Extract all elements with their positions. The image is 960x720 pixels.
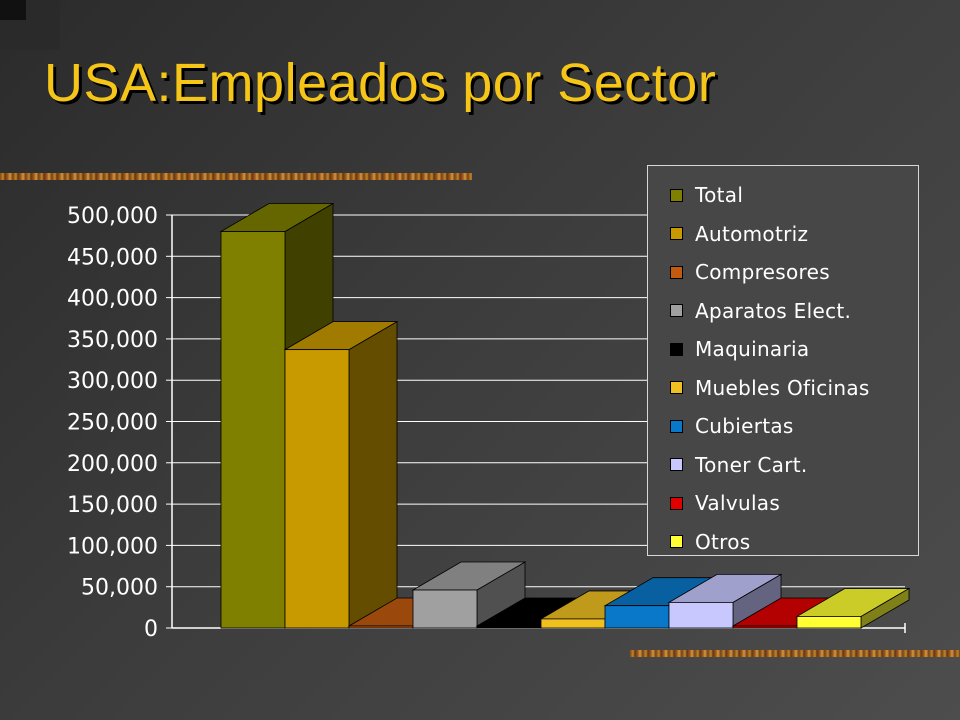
- legend-swatch: [670, 381, 683, 395]
- legend-label: Total: [695, 183, 744, 208]
- bar-7: [668, 601, 734, 629]
- legend-list: Total Automotriz Compresores Aparatos Elect…: [648, 166, 918, 561]
- legend-label: Muebles Oficinas: [695, 375, 870, 400]
- legend-item: Otros: [670, 523, 918, 562]
- bar-8: [732, 625, 798, 629]
- legend-label: Toner Cart.: [695, 452, 808, 477]
- legend-item: Aparatos Elect.: [670, 292, 918, 331]
- legend-swatch: [670, 458, 683, 472]
- decorative-band-bottom: [630, 650, 960, 657]
- y-tick-label: 250,000: [67, 411, 158, 436]
- bar-3: [412, 589, 478, 629]
- legend-label: Compresores: [695, 260, 830, 285]
- bar-4: [476, 625, 542, 629]
- slide-title: USA:Empleados por Sector: [44, 53, 717, 113]
- y-tick-label: 450,000: [67, 245, 158, 270]
- legend-swatch: [670, 419, 683, 433]
- y-tick-label: 300,000: [67, 369, 158, 394]
- legend-item: Total: [670, 176, 918, 215]
- y-tick-label: 200,000: [67, 452, 158, 477]
- bar-0: [220, 231, 286, 629]
- y-tick-label: 400,000: [67, 287, 158, 312]
- y-tick-label: 350,000: [67, 328, 158, 353]
- legend-swatch: [670, 265, 683, 279]
- legend-label: Otros: [695, 529, 751, 554]
- legend-swatch: [670, 496, 683, 510]
- legend-label: Cubiertas: [695, 414, 794, 439]
- legend-label: Valvulas: [695, 491, 781, 516]
- legend-item: Cubiertas: [670, 407, 918, 446]
- legend-swatch: [670, 342, 683, 356]
- y-tick-label: 100,000: [67, 534, 158, 559]
- corner-decoration-dark: [0, 0, 26, 20]
- bar-6: [604, 605, 670, 629]
- legend-item: Muebles Oficinas: [670, 369, 918, 408]
- legend-label: Aparatos Elect.: [695, 298, 852, 323]
- legend-item: Maquinaria: [670, 330, 918, 369]
- legend-swatch: [670, 188, 683, 202]
- y-tick-label: 0: [144, 617, 158, 642]
- legend-item: Toner Cart.: [670, 446, 918, 485]
- bar-5: [540, 618, 606, 629]
- bar-2: [348, 625, 414, 629]
- legend-item: Automotriz: [670, 215, 918, 254]
- y-tick-label: 50,000: [81, 576, 158, 601]
- chart-legend: Total Automotriz Compresores Aparatos Elect…: [647, 165, 919, 556]
- bar-side-1: [348, 320, 398, 629]
- legend-swatch: [670, 227, 683, 241]
- legend-label: Maquinaria: [695, 337, 810, 362]
- legend-item: Valvulas: [670, 484, 918, 523]
- legend-swatch: [670, 535, 683, 549]
- legend-swatch: [670, 304, 683, 318]
- legend-label: Automotriz: [695, 221, 809, 246]
- bar-1: [284, 349, 350, 629]
- bar-9: [796, 616, 862, 629]
- legend-item: Compresores: [670, 253, 918, 292]
- y-tick-label: 150,000: [67, 493, 158, 518]
- y-tick-label: 500,000: [67, 204, 158, 229]
- decorative-band-top: [0, 173, 472, 180]
